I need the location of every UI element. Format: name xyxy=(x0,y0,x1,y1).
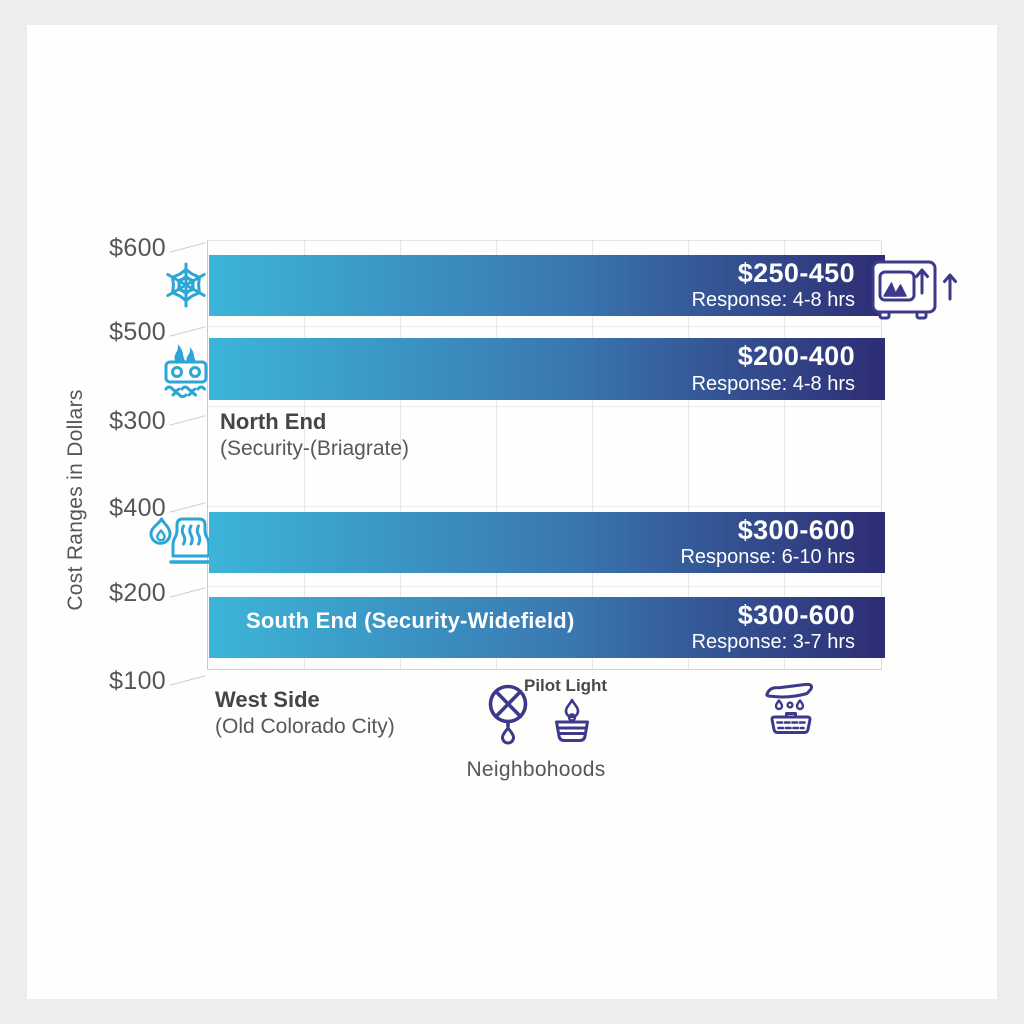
vertical-gridline xyxy=(304,241,305,669)
category-name: North End xyxy=(220,409,327,434)
category-subname: (Old Colorado City) xyxy=(215,714,395,738)
horizontal-gridline xyxy=(208,506,881,507)
bar-cost-range: $200-400 xyxy=(737,341,855,372)
plot-area xyxy=(207,240,882,670)
vertical-gridline xyxy=(688,241,689,669)
pilot-light-label: Pilot Light xyxy=(524,676,608,695)
boiler-flames-icon xyxy=(158,340,214,403)
bar-response-time: Response: 4-8 hrs xyxy=(691,289,855,312)
gas-valve-drip-icon xyxy=(482,680,536,753)
bar-response-time: Response: 4-8 hrs xyxy=(691,372,855,395)
vertical-gridline xyxy=(592,241,593,669)
category-subname: (Security-(Briagrate) xyxy=(220,436,410,460)
category-name: West Side xyxy=(215,687,320,712)
bar-north-end-service-2: $200-400 Response: 4-8 hrs xyxy=(209,338,885,400)
y-tick-label: $200 xyxy=(109,579,166,607)
bar-response-time: Response: 3-7 hrs xyxy=(691,631,855,654)
bar-response-time: Response: 6-10 hrs xyxy=(680,546,855,569)
category-label-west-side: West Side (Old Colorado City) xyxy=(215,686,395,740)
pilot-light-burner-icon xyxy=(547,697,597,752)
bar-cost-range: $300-600 xyxy=(737,599,855,630)
horizontal-gridline xyxy=(208,586,881,587)
bar-cost-range: $250-450 xyxy=(737,257,855,288)
flame-water-heater-icon xyxy=(146,514,213,575)
snowflake-icon xyxy=(163,261,209,314)
bar-west-side-service: $300-600 Response: 6-10 hrs xyxy=(209,512,885,573)
bar-category-label: South End (Security-Widefield) xyxy=(246,608,575,633)
y-tick-label: $100 xyxy=(109,667,166,695)
category-label-north-end: North End (Security-(Briagrate) xyxy=(220,408,409,462)
vertical-gridline xyxy=(496,241,497,669)
horizontal-gridline xyxy=(208,406,881,407)
appliance-up-arrows-icon xyxy=(870,259,964,330)
vertical-gridline xyxy=(784,241,785,669)
horizontal-gridline xyxy=(208,326,881,327)
bar-north-end-service-1: $250-450 Response: 4-8 hrs xyxy=(209,255,885,316)
y-tick-label: $500 xyxy=(109,318,166,346)
x-axis-title: Neighbohoods xyxy=(466,758,606,781)
drip-over-basket-icon xyxy=(762,681,820,750)
bar-south-end-service: South End (Security-Widefield) $300-600 … xyxy=(209,597,885,658)
y-tick-label: $400 xyxy=(109,494,166,522)
y-tick-label: $600 xyxy=(109,234,166,262)
vertical-gridline xyxy=(400,241,401,669)
bar-cost-range: $300-600 xyxy=(737,514,855,545)
y-tick-label: $300 xyxy=(109,407,166,435)
